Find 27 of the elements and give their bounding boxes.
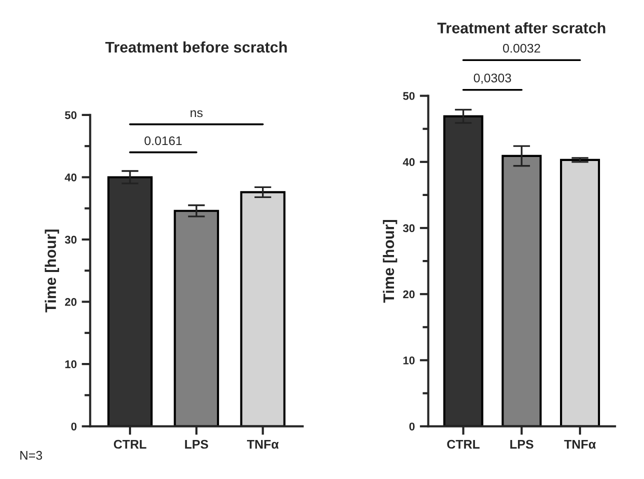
chart-title: Treatment before scratch <box>105 41 287 53</box>
y-tick-label: 50 <box>64 111 77 120</box>
chart-title: Treatment after scratch <box>437 22 606 34</box>
x-tick-label: TNFα <box>564 440 596 449</box>
y-axis-title: Time [hour] <box>44 230 60 312</box>
x-tick-label: LPS <box>510 440 534 449</box>
y-tick-label: 40 <box>64 173 77 182</box>
y-tick-label: 0 <box>409 422 415 430</box>
text: N=3 <box>20 450 42 460</box>
text: 0,0303 <box>474 74 512 84</box>
x-tick-label: CTRL <box>447 440 480 449</box>
annotation: ns <box>190 110 203 118</box>
y-tick-label: 30 <box>64 236 77 244</box>
y-tick-label: 20 <box>64 298 77 306</box>
y-tick-label: 10 <box>403 356 415 364</box>
x-tick-label: LPS <box>185 440 208 449</box>
y-tick-label: 30 <box>402 224 415 232</box>
annotation: 0.0161 <box>144 136 182 146</box>
text: 0.0032 <box>503 44 540 53</box>
x-tick-label: TNFα <box>246 440 279 449</box>
y-axis-title: Time [hour] <box>382 220 398 303</box>
y-tick-label: 50 <box>403 92 415 100</box>
y-tick-label: 40 <box>402 158 415 166</box>
y-tick-label: 0 <box>71 422 77 430</box>
y-tick-label: 10 <box>65 360 77 368</box>
y-tick-label: 20 <box>403 290 415 298</box>
x-tick-label: CTRL <box>114 440 146 449</box>
